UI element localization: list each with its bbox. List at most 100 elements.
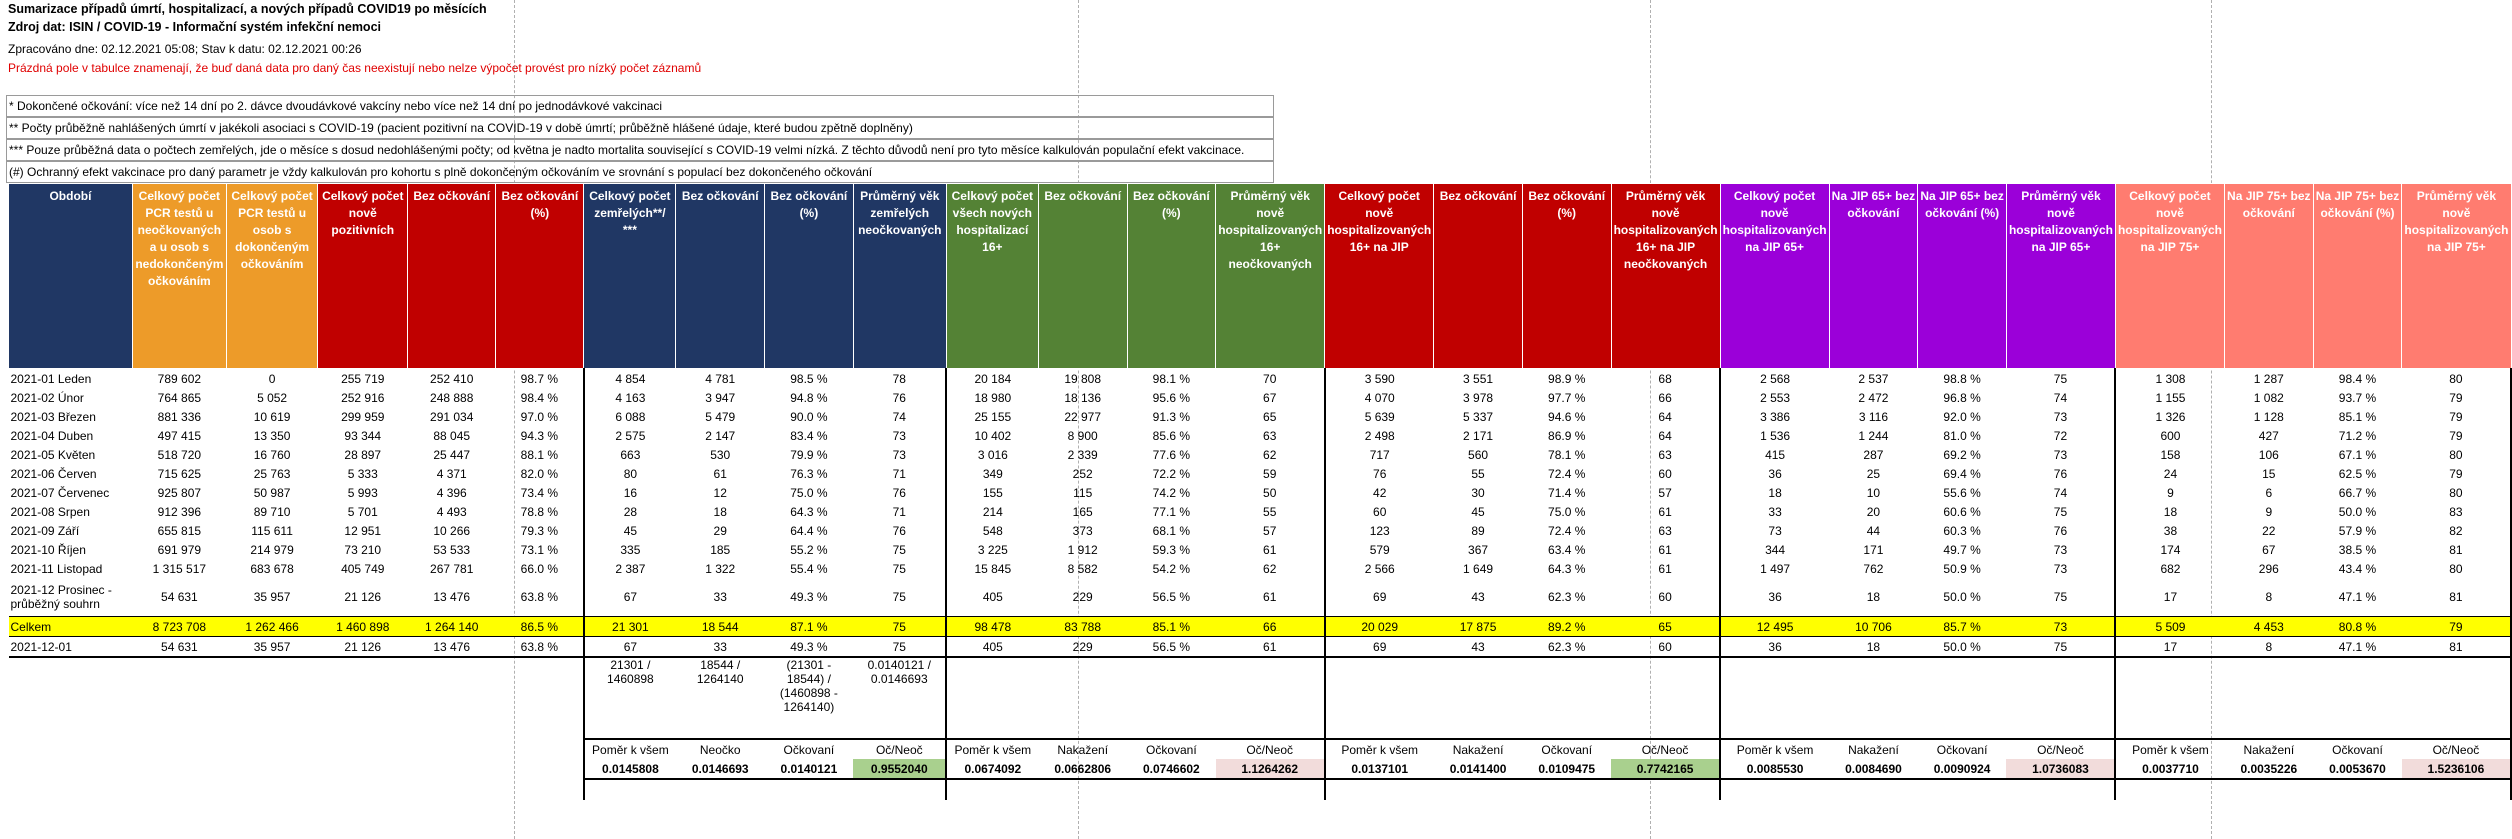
cell: 43 (1433, 636, 1523, 658)
cell: 415 (1719, 445, 1830, 464)
cell: 255 719 (341, 371, 385, 386)
ratio-value: 1.1264262 (1215, 759, 1325, 780)
cell: 45 (582, 521, 676, 540)
empty-cell (496, 657, 584, 739)
cell: 76.3 % (790, 466, 828, 481)
cell: 13 476 (433, 590, 471, 604)
cell: 1 326 (2114, 407, 2225, 426)
cell: 715 625 (157, 466, 202, 481)
cell: 80 (582, 464, 676, 483)
cell: 4 163 (582, 388, 676, 407)
note: *** Pouze průběžná data o počtech zemřel… (6, 139, 1274, 161)
cell: 2 568 (1719, 368, 1830, 388)
cell: 2 575 (582, 426, 676, 445)
cell: 25 155 (945, 407, 1039, 426)
cell: 427 (2258, 428, 2279, 443)
cell: 25 (1866, 466, 1881, 481)
cell: 2 537 (1858, 371, 1889, 386)
empty-cell (226, 759, 318, 779)
cell: 74 (892, 409, 906, 424)
cell: 560 (1468, 447, 1489, 462)
cell: 69.2 % (1943, 447, 1981, 462)
cell: 35 957 (226, 636, 318, 658)
cell: 73 (2053, 542, 2068, 557)
cell: 63 (1658, 523, 1672, 538)
column-header: Bez očkování (%) (495, 183, 585, 369)
cell: 29 (713, 523, 727, 538)
cell: 3 016 (945, 445, 1039, 464)
ratio-label: Poměr k všem (2114, 738, 2225, 759)
cell: 72 (2053, 428, 2068, 443)
period: 2021-12 Prosinec - průběžný souhrn (10, 583, 112, 611)
cell: 1 649 (1463, 561, 1494, 576)
empty-cell (1918, 657, 2007, 739)
ratio-label: Očkovaní (1127, 738, 1216, 759)
cell: 24 (2114, 464, 2225, 483)
cell: 5 639 (1323, 407, 1434, 426)
cell: 98.8 % (1943, 371, 1981, 386)
formula: (21301 - 18544) / (1460898 - 1264140) (779, 658, 838, 714)
cell: 691 979 (157, 542, 202, 557)
cell: 1 082 (2253, 390, 2284, 405)
processed: Zpracováno dne: 02.12.2021 05:08; Stav k… (8, 42, 362, 56)
cell: 62.5 % (2338, 466, 2377, 481)
cell: 98.4 % (520, 390, 559, 405)
column-header: Celkový počet nově hospitalizovaných na … (2114, 183, 2225, 369)
cell: 405 (945, 636, 1039, 658)
cell: 67 (582, 578, 676, 617)
cell: 63 (1263, 428, 1277, 443)
empty-cell (676, 779, 765, 800)
cell: 61 (1215, 636, 1325, 658)
cell: 66.7 % (2338, 485, 2377, 500)
cell: 56.5 % (1127, 636, 1216, 658)
empty-cell (945, 657, 1039, 739)
data-row: 2021-12-01 54 631 35 957 21 126 13 476 63.8 %… (8, 636, 2512, 658)
empty-cell (408, 739, 496, 759)
empty-cell (2114, 657, 2225, 739)
column-header: Celkový počet nově pozitivních (317, 183, 409, 369)
empty-cell (1522, 657, 1611, 739)
cell: 5 333 (347, 466, 378, 481)
ratio-value: 0.0035226 (2224, 759, 2314, 780)
cell: 60 (1323, 502, 1434, 521)
column-header: Bez očkování (%) (1521, 183, 1612, 369)
cell: 1 322 (705, 561, 736, 576)
cell: 88.1 % (520, 447, 559, 462)
cell: 50.0 % (1917, 636, 2007, 658)
cell: 10 706 (1829, 616, 1918, 637)
cell: 54 631 (132, 636, 227, 658)
cell: 367 (1468, 542, 1489, 557)
cell: 20 029 (1323, 616, 1434, 637)
cell: 15 845 (945, 559, 1039, 578)
cell: 71 (892, 466, 906, 481)
cell: 18 (1866, 590, 1881, 604)
cell: 50.9 % (1943, 561, 1981, 576)
cell: 579 (1323, 540, 1434, 559)
column-header: Celkový počet PCR testů u osob s dokonče… (225, 183, 319, 369)
cell: 62.3 % (1548, 590, 1586, 604)
empty-cell (2006, 657, 2115, 739)
cell: 530 (710, 447, 731, 462)
period: Celkem (8, 616, 133, 637)
cell: 1 262 466 (226, 616, 318, 637)
cell: 12 (713, 485, 727, 500)
cell: 80 (2401, 559, 2512, 578)
cell: 76 (2053, 466, 2068, 481)
cell: 61 (1263, 590, 1277, 604)
cell: 36 (1719, 464, 1830, 483)
cell: 94.8 % (790, 390, 828, 405)
cell: 2 171 (1463, 428, 1494, 443)
cell: 76 (892, 485, 906, 500)
cell: 65 (1263, 409, 1277, 424)
cell: 18 136 (1064, 390, 1102, 405)
cell: 73 (2053, 409, 2068, 424)
cell: 69 (1323, 578, 1434, 617)
empty-cell (1829, 779, 1918, 800)
cell: 20 184 (945, 368, 1039, 388)
cell: 548 (945, 521, 1039, 540)
cell: 44 (1866, 523, 1881, 538)
ratio-label: Nakažení (1433, 738, 1523, 759)
column-header: Bez očkování (%) (1126, 183, 1217, 369)
ratio-value: 0.0084690 (1829, 759, 1918, 780)
cell: 71 (892, 504, 906, 519)
